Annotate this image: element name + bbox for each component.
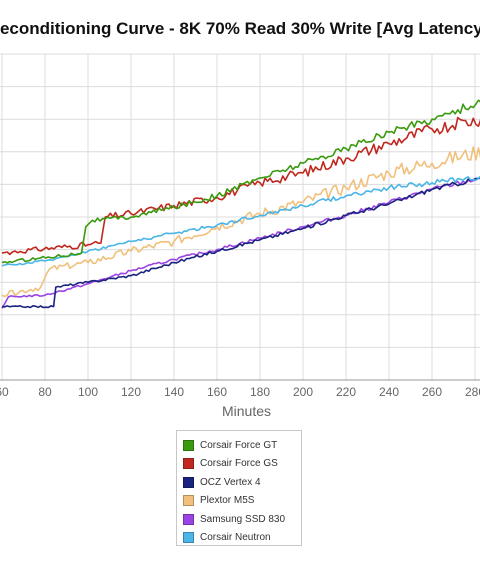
x-tick-label: 180 [250,385,270,399]
x-tick-label: 80 [38,385,52,399]
legend-swatch [183,513,194,525]
x-tick-label: 280 [465,385,480,399]
x-tick-labels: 60 80 100 120 140 160 180 200 220 240 260 280 [0,385,480,399]
legend-swatch [183,532,194,544]
chart-title: Preconditioning Curve - 8K 70% Read 30% … [0,19,480,38]
legend-item: Samsung SSD 830 [183,510,295,529]
x-tick-label: 260 [422,385,442,399]
x-tick-label: 200 [293,385,313,399]
x-tick-label: 220 [336,385,356,399]
x-tick-label: 60 [0,385,9,399]
series-line [1,146,480,298]
legend-swatch [183,439,194,451]
legend-label: Samsung SSD 830 [200,513,286,525]
x-axis-label: Minutes [222,403,272,419]
legend-swatch [183,476,194,488]
chart-plot: 60 80 100 120 140 160 180 200 220 240 260 280 [0,53,480,399]
x-tick-label: 100 [78,385,98,399]
legend-swatch [183,458,194,470]
legend-item: OCZ Vertex 4 [183,473,295,492]
x-tick-label: 160 [207,385,227,399]
legend-swatch [183,495,194,507]
legend-label: OCZ Vertex 4 [200,476,261,488]
legend-item: Corsair Force GS [183,455,295,474]
legend-item: Corsair Neutron [183,529,295,548]
legend-item: Corsair Force GT [183,436,295,455]
legend-item: Plextor M5S [183,492,295,511]
legend-label: Corsair Force GS [200,458,278,470]
series-line [1,175,480,309]
legend-label: Corsair Force GT [200,439,278,451]
x-tick-label: 120 [121,385,141,399]
series-line [1,177,480,309]
series-line [1,175,480,267]
grid-lines [0,53,480,381]
legend-label: Corsair Neutron [200,532,271,544]
legend-label: Plextor M5S [200,495,255,507]
legend: Corsair Force GT Corsair Force GS OCZ Vert… [176,430,302,546]
series-line [1,99,480,264]
x-tick-label: 240 [379,385,399,399]
x-tick-label: 140 [164,385,184,399]
series-lines [1,99,480,309]
